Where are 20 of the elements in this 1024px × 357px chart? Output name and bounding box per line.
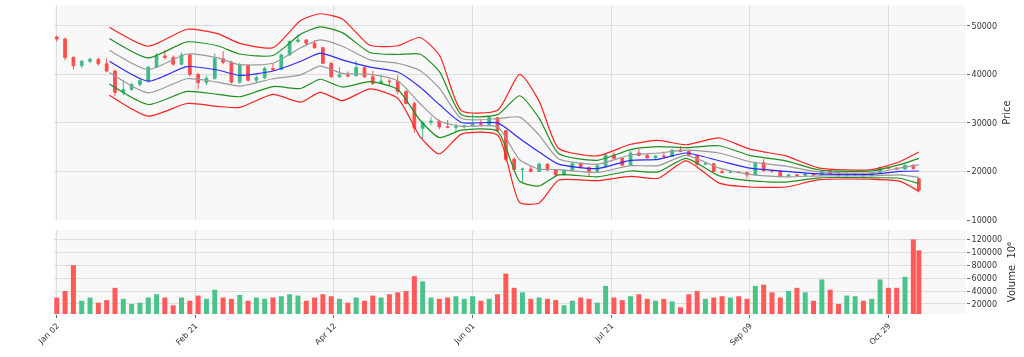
y-tick-label: 60000 [971,273,998,283]
y-axis-title: Price [1000,100,1012,125]
y-tick-label: 120000 [971,235,1003,245]
y-tick-label: 50000 [971,21,998,31]
y-tick-label: 20000 [971,167,998,177]
x-tick-label: Oct 29 [867,321,893,347]
x-tick-label: Jun 01 [451,321,477,347]
y-tick-label: 40000 [971,286,998,296]
y-tick-label: 10000 [971,215,998,225]
y-axis-title: Volume 10⁶ [1005,241,1017,303]
x-tick-label: Sep 09 [727,321,755,348]
y-tick-label: 30000 [971,118,998,128]
y-tick-label: 100000 [971,248,1003,258]
y-tick-label: 80000 [971,261,998,271]
x-tick-label: Jan 02 [36,321,62,347]
y-tick-label: 40000 [971,70,998,80]
x-tick-label: Jul 21 [592,321,616,345]
y-tick-label: 20000 [971,299,998,309]
x-tick-label: Feb 21 [174,321,200,347]
x-tick-label: Apr 12 [313,321,339,347]
